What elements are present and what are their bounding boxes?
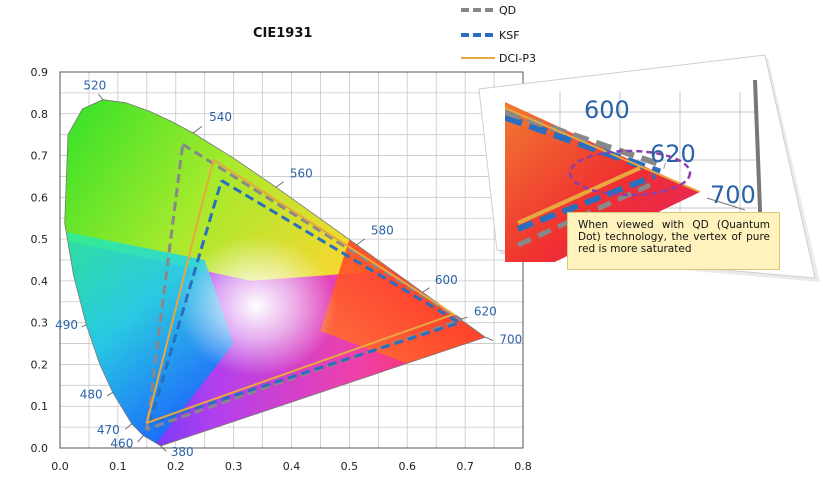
x-axis-tick-labels: 0.0 0.1 0.2 0.3 0.4 0.5 0.6 0.7 0.8 (51, 460, 532, 473)
wavelength-label-470: 470 (97, 423, 120, 437)
annotation-note: When viewed with QD (Quantum Dot) techno… (567, 212, 780, 270)
y-tick-label: 0.1 (31, 400, 49, 413)
wavelength-label-540: 540 (209, 110, 232, 124)
y-tick-label: 0.3 (31, 317, 49, 330)
wavelength-label-620: 620 (474, 304, 497, 318)
legend-label-2: DCI-P3 (499, 52, 536, 65)
wavelength-tick (106, 392, 113, 397)
wavelength-tick (356, 238, 365, 245)
wavelength-label-380: 380 (171, 445, 194, 459)
y-axis-tick-labels: 0.0 0.1 0.2 0.3 0.4 0.5 0.6 0.7 0.8 0.9 (31, 66, 49, 455)
y-tick-label: 0.8 (31, 108, 49, 121)
wavelength-label-520: 520 (83, 79, 106, 93)
y-tick-label: 0.4 (31, 275, 49, 288)
wavelength-label-490: 490 (55, 318, 78, 332)
x-tick-label: 0.1 (109, 460, 127, 473)
wavelength-tick (192, 126, 203, 134)
x-tick-label: 0.6 (399, 460, 417, 473)
y-tick-label: 0.2 (31, 358, 49, 371)
gamut-dci-p3 (145, 158, 455, 424)
x-tick-label: 0.5 (341, 460, 359, 473)
wavelength-label-600: 600 (435, 273, 458, 287)
legend-label-1: KSF (499, 29, 520, 42)
x-tick-label: 0.3 (225, 460, 243, 473)
wavelength-tick (422, 287, 430, 293)
wavelength-label-700: 700 (499, 332, 522, 346)
inset-label-700: 700 (710, 181, 756, 209)
wavelength-tick (160, 445, 167, 452)
wavelength-label-460: 460 (110, 436, 133, 450)
wavelength-label-560: 560 (290, 166, 313, 180)
wavelength-tick (124, 423, 133, 430)
y-tick-label: 0.7 (31, 150, 49, 163)
wavelength-tick (485, 336, 494, 341)
inset-label-600: 600 (584, 96, 630, 124)
y-tick-label: 0.9 (31, 66, 49, 79)
legend: QD KSF DCI-P3 (461, 4, 536, 65)
wavelength-label-580: 580 (371, 224, 394, 238)
x-tick-label: 0.2 (167, 460, 185, 473)
y-tick-label: 0.5 (31, 233, 49, 246)
gamut-triangles (145, 143, 463, 431)
x-tick-label: 0.4 (283, 460, 301, 473)
wavelength-ticks (81, 93, 494, 452)
wavelength-tick (81, 324, 87, 328)
x-tick-label: 0.7 (456, 460, 474, 473)
wavelength-tick (137, 435, 144, 443)
wavelength-label-480: 480 (80, 387, 103, 401)
highlight-circle (568, 149, 692, 197)
y-tick-label: 0.6 (31, 191, 49, 204)
x-tick-label: 0.8 (514, 460, 532, 473)
y-tick-label: 0.0 (31, 442, 49, 455)
chart-title: CIE1931 (253, 26, 312, 41)
gamut-ksf (148, 179, 461, 425)
x-tick-label: 0.0 (51, 460, 69, 473)
legend-label-0: QD (499, 4, 516, 17)
wavelength-tick (275, 181, 284, 188)
wavelength-tick (98, 93, 104, 100)
